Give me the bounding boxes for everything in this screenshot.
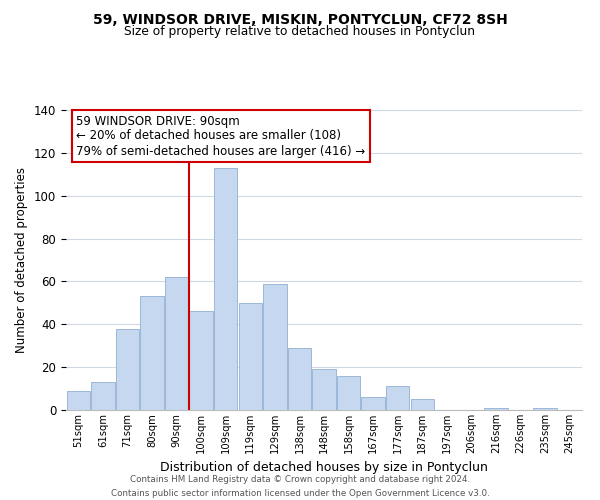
Bar <box>484 408 508 410</box>
Bar <box>337 376 360 410</box>
Bar <box>67 390 90 410</box>
Bar <box>288 348 311 410</box>
Bar <box>239 303 262 410</box>
Bar <box>361 397 385 410</box>
Bar <box>263 284 287 410</box>
Text: 59 WINDSOR DRIVE: 90sqm
← 20% of detached houses are smaller (108)
79% of semi-d: 59 WINDSOR DRIVE: 90sqm ← 20% of detache… <box>76 114 365 158</box>
Y-axis label: Number of detached properties: Number of detached properties <box>16 167 28 353</box>
Bar <box>214 168 238 410</box>
Text: Contains HM Land Registry data © Crown copyright and database right 2024.
Contai: Contains HM Land Registry data © Crown c… <box>110 476 490 498</box>
Bar <box>533 408 557 410</box>
Bar <box>116 328 139 410</box>
Bar <box>91 382 115 410</box>
Bar <box>386 386 409 410</box>
X-axis label: Distribution of detached houses by size in Pontyclun: Distribution of detached houses by size … <box>160 462 488 474</box>
Bar <box>165 277 188 410</box>
Bar <box>140 296 164 410</box>
Bar <box>410 400 434 410</box>
Text: Size of property relative to detached houses in Pontyclun: Size of property relative to detached ho… <box>125 25 476 38</box>
Bar <box>313 370 335 410</box>
Text: 59, WINDSOR DRIVE, MISKIN, PONTYCLUN, CF72 8SH: 59, WINDSOR DRIVE, MISKIN, PONTYCLUN, CF… <box>92 12 508 26</box>
Bar <box>190 312 213 410</box>
